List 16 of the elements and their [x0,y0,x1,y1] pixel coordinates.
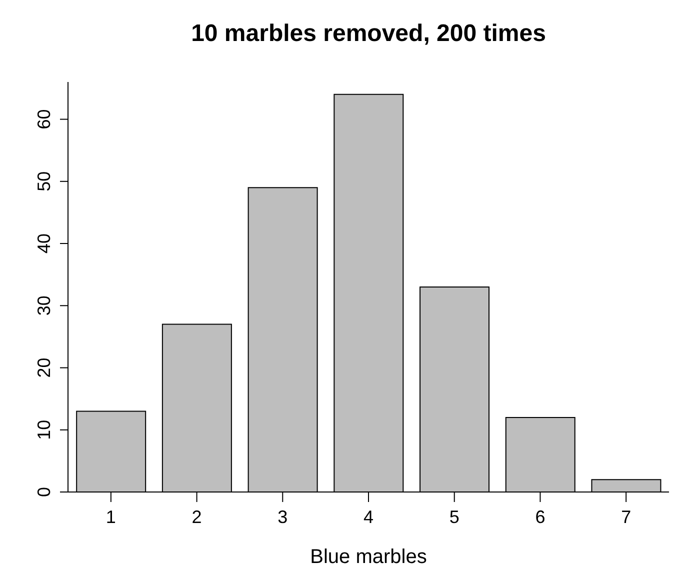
y-tick-label: 10 [34,420,54,440]
x-tick-label: 3 [278,506,288,527]
x-tick-label: 1 [106,506,116,527]
x-tick-label: 5 [449,506,460,527]
x-tick-label: 7 [621,506,632,527]
x-axis-title: Blue marbles [309,546,428,569]
y-tick-label: 0 [34,486,54,498]
x-tick-label: 2 [192,506,202,527]
chart-title: 10 marbles removed, 200 times [190,19,547,49]
y-tick-label: 30 [34,296,54,316]
y-tick-label: 20 [34,358,54,378]
x-tick-label: 4 [363,506,374,527]
y-tick-label: 60 [34,109,54,130]
y-tick-label: 40 [34,234,54,254]
y-tick-label: 50 [34,171,54,192]
x-tick-label: 6 [535,506,546,527]
